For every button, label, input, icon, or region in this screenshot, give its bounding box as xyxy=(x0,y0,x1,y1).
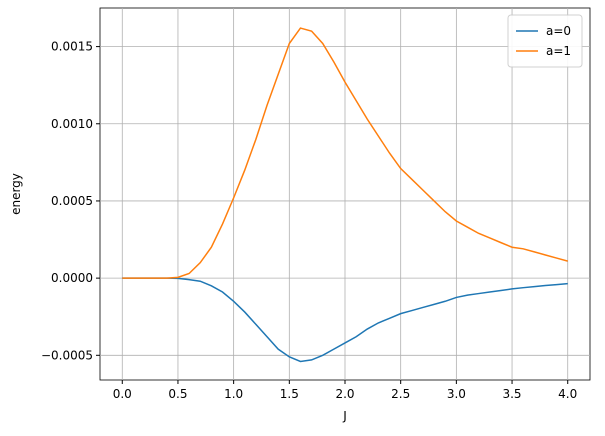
x-tick-label: 3.0 xyxy=(447,387,466,401)
x-tick-label: 4.0 xyxy=(558,387,577,401)
legend-label: a=1 xyxy=(546,44,571,58)
line-series xyxy=(122,277,568,363)
y-tick-label: 0.0005 xyxy=(51,194,93,208)
x-tick-label: 1.5 xyxy=(280,387,299,401)
x-tick-label: 0.0 xyxy=(113,387,132,401)
x-tick-label: 1.0 xyxy=(224,387,243,401)
x-tick-label: 2.5 xyxy=(391,387,410,401)
legend-box xyxy=(507,14,583,68)
x-tick-label: 3.5 xyxy=(502,387,521,401)
y-tick-label: 0.0010 xyxy=(51,117,93,131)
legend-label: a=0 xyxy=(546,24,571,38)
y-tick-label: 0.0015 xyxy=(51,40,93,54)
line-series xyxy=(122,27,568,279)
x-tick-label: 0.5 xyxy=(168,387,187,401)
y-tick-label: −0.0005 xyxy=(41,348,93,362)
y-axis-label: energy xyxy=(9,173,23,215)
x-axis-label: J xyxy=(342,409,347,423)
y-tick-label: 0.0000 xyxy=(51,271,93,285)
x-tick-label: 2.0 xyxy=(335,387,354,401)
